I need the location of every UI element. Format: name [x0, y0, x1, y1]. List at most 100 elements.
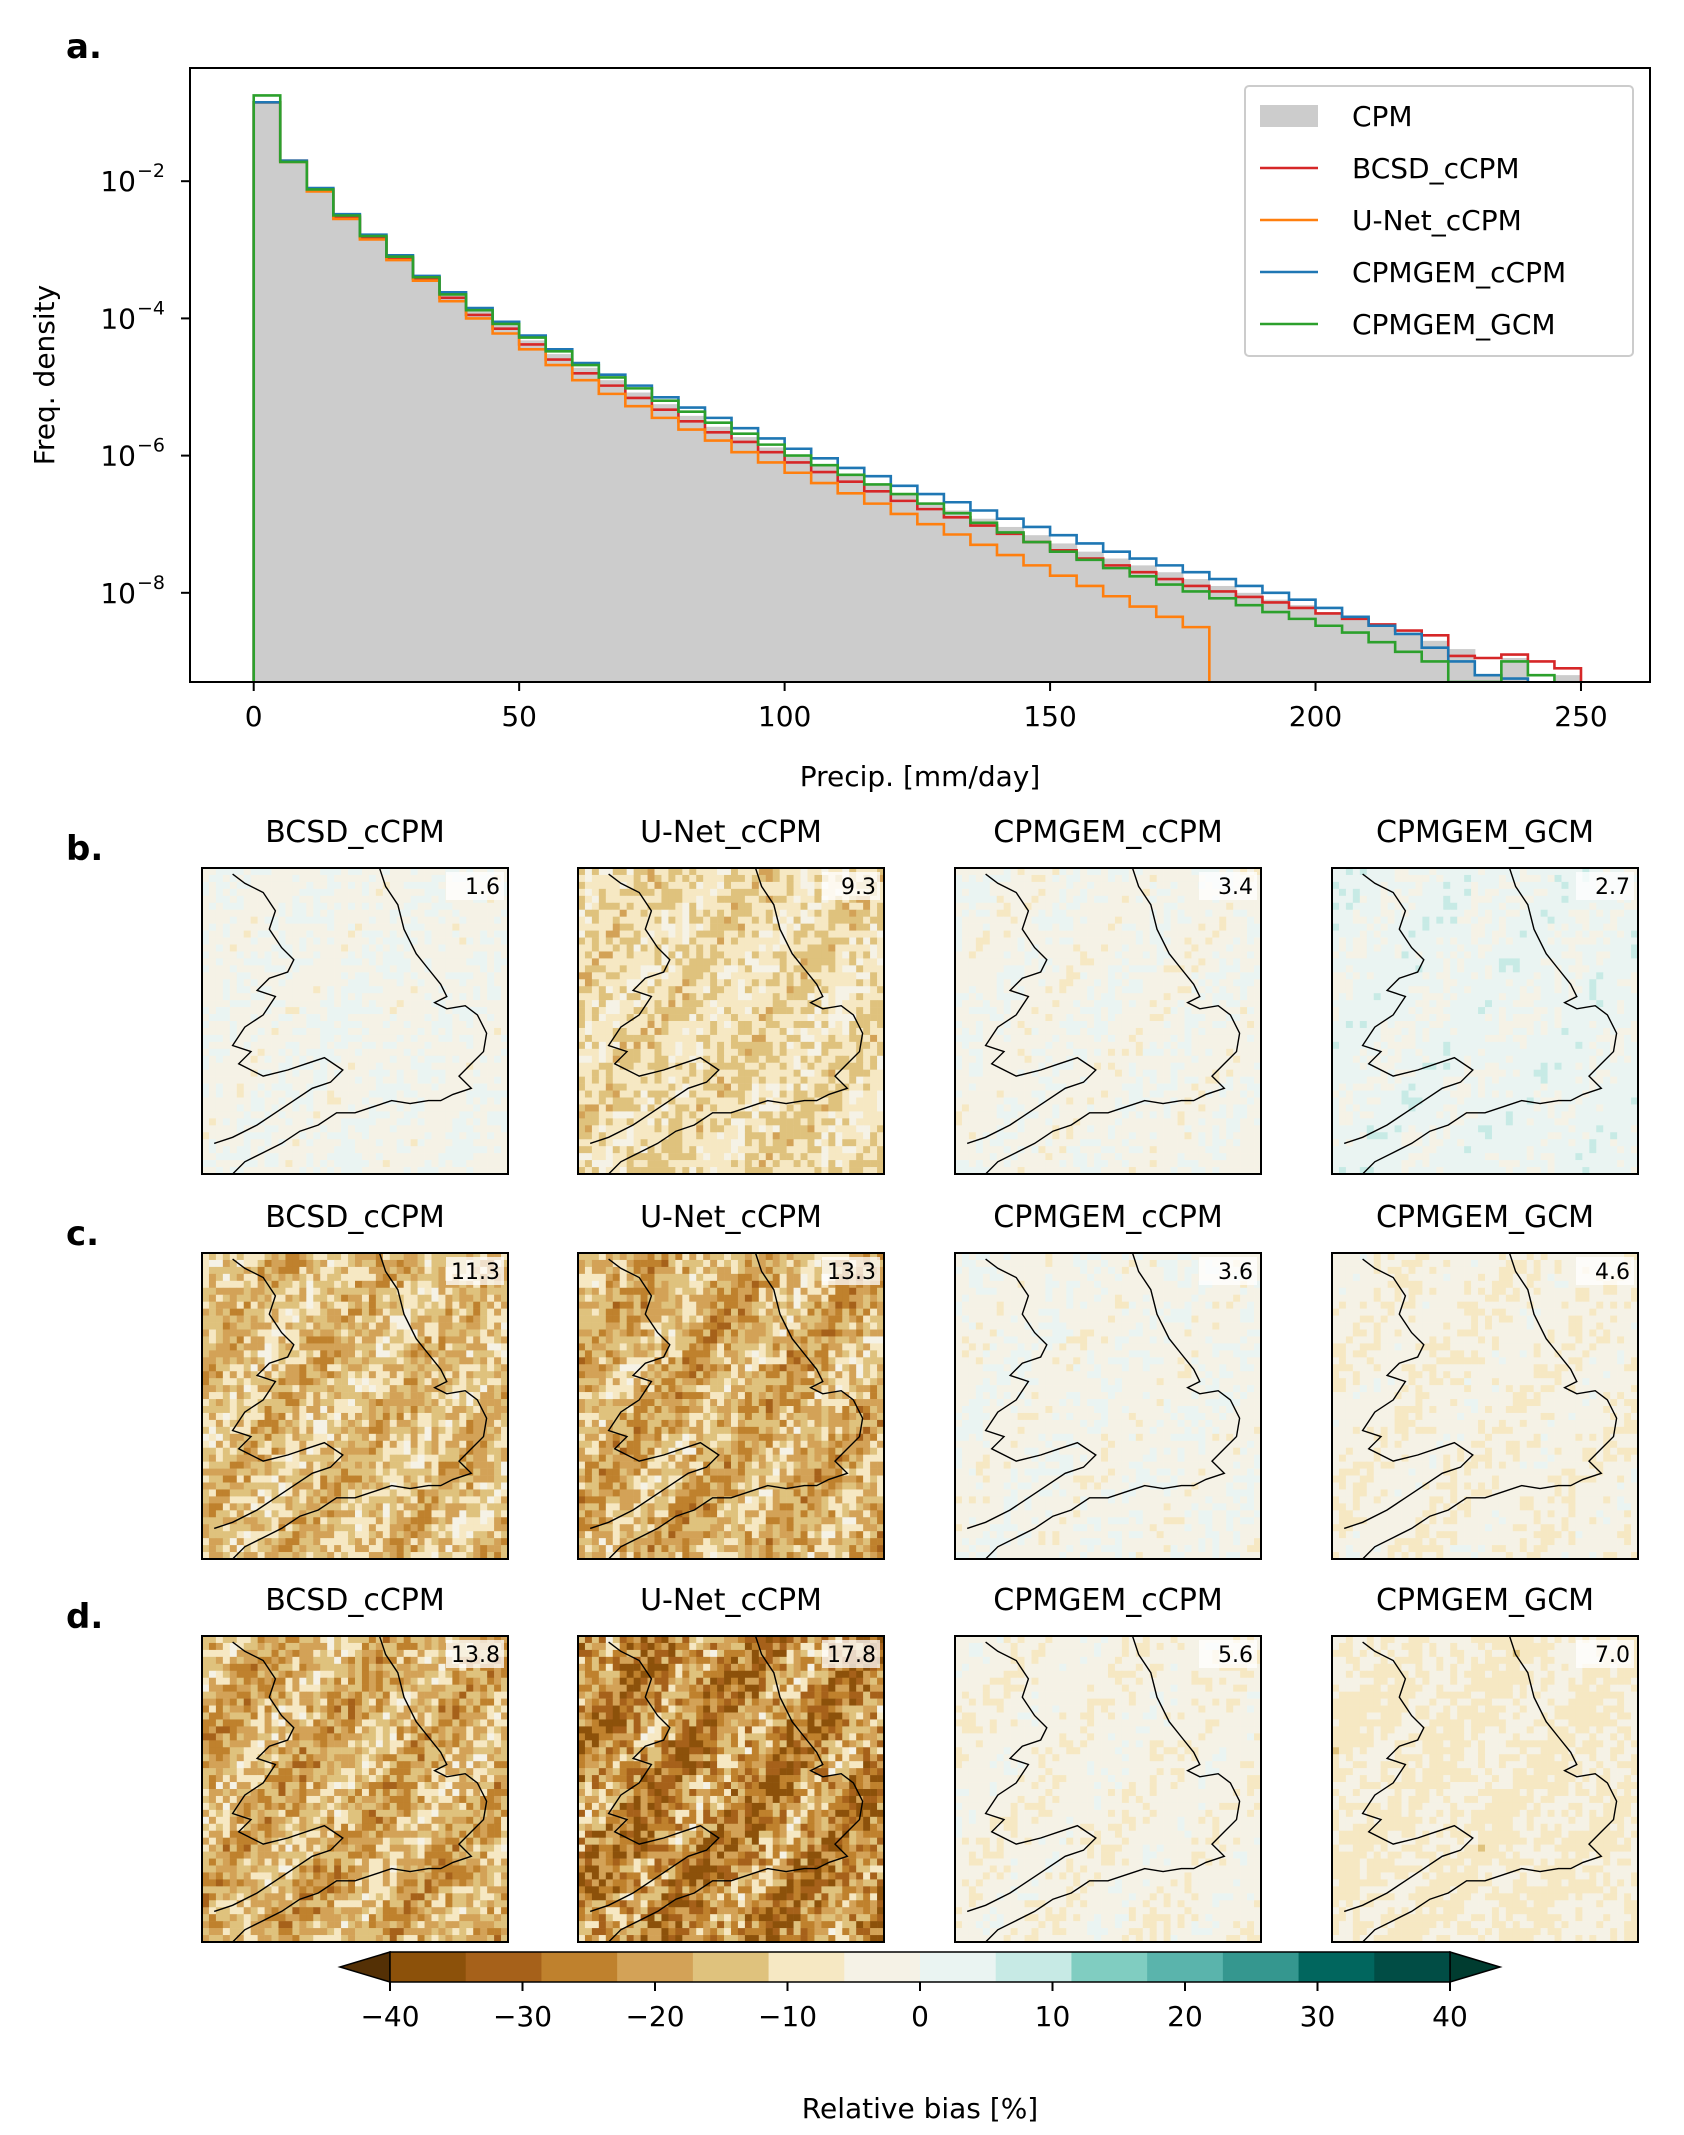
map-cell	[341, 951, 349, 959]
map-cell	[250, 1118, 258, 1126]
map-cell	[696, 965, 704, 973]
map-cell	[598, 1034, 607, 1043]
map-cell	[501, 1139, 509, 1147]
map-cell	[487, 965, 495, 973]
map-cell	[856, 868, 864, 876]
map-cell	[710, 868, 718, 876]
map-cell	[1108, 874, 1116, 883]
map-cell	[779, 972, 787, 980]
map-cell	[1073, 930, 1081, 938]
map-cell	[870, 965, 878, 973]
map-cell	[793, 1048, 801, 1057]
map-cell	[313, 1132, 321, 1140]
map-cell	[417, 1055, 425, 1064]
map-cell	[793, 937, 801, 945]
y-tick-label: 10	[100, 165, 136, 198]
map-cell	[1135, 916, 1144, 924]
map-cell	[375, 1146, 384, 1154]
map-cell	[278, 1118, 286, 1126]
map-cell	[807, 1007, 815, 1015]
map-cell	[633, 1090, 641, 1098]
map-cell	[703, 1069, 711, 1077]
map-cell	[1177, 888, 1185, 897]
map-cell	[737, 986, 746, 994]
map-cell	[737, 1069, 746, 1077]
map-cell	[710, 1167, 718, 1175]
map-cell	[278, 937, 286, 945]
map-cell	[633, 965, 641, 973]
map-cell	[368, 1125, 377, 1133]
map-cell	[1128, 944, 1137, 952]
map-cell	[431, 958, 439, 966]
map-cell	[996, 909, 1004, 917]
map-cell	[494, 923, 502, 931]
map-cell	[717, 937, 725, 945]
map-cell	[654, 965, 662, 973]
map-cell	[278, 888, 286, 897]
map-cell	[243, 923, 251, 931]
map-cell	[438, 895, 446, 904]
map-cell	[807, 1048, 815, 1057]
map-cell	[737, 1041, 746, 1050]
map-cell	[591, 1132, 600, 1140]
map-cell	[341, 1069, 349, 1077]
map-cell	[955, 1000, 963, 1008]
map-cell	[703, 930, 711, 938]
map-cell	[313, 1167, 321, 1175]
map-cell	[996, 916, 1004, 924]
map-cell	[361, 895, 370, 904]
map-cell	[299, 923, 307, 931]
map-cell	[786, 1104, 794, 1112]
map-cell	[306, 868, 314, 876]
map-cell	[1149, 993, 1157, 1001]
map-cell	[382, 979, 391, 987]
map-cell	[208, 937, 217, 945]
map-cell	[842, 1090, 850, 1098]
map-cell	[1191, 1000, 1199, 1008]
map-cell	[215, 1000, 224, 1008]
map-cell	[765, 986, 774, 994]
map-cell	[737, 1000, 746, 1008]
map-cell	[877, 979, 885, 987]
map-cell	[327, 874, 335, 883]
map-cell	[821, 1069, 829, 1077]
map-cell	[835, 1153, 843, 1161]
map-cell	[584, 923, 593, 931]
map-cell	[410, 1139, 418, 1147]
map-cell	[1226, 958, 1234, 966]
map-cell	[257, 944, 265, 952]
map-cell	[229, 1069, 238, 1077]
map-cell	[989, 881, 998, 890]
map-cell	[731, 951, 739, 959]
map-cell	[243, 888, 251, 897]
histogram-bar	[917, 502, 945, 682]
map-cell	[250, 874, 258, 883]
map-cell	[591, 1146, 600, 1154]
map-cell	[703, 1034, 711, 1043]
map-cell	[828, 1083, 836, 1091]
map-cell	[1024, 937, 1032, 945]
map-cell	[1191, 888, 1199, 897]
map-cell	[786, 1055, 794, 1064]
map-cell	[1184, 930, 1192, 938]
map-cell	[647, 1111, 655, 1119]
map-cell	[473, 1090, 481, 1098]
map-cell	[863, 1041, 871, 1050]
map-cell	[473, 1014, 481, 1022]
map-cell	[1121, 986, 1130, 994]
map-cell	[320, 888, 328, 897]
map-cell	[1198, 951, 1206, 959]
map-cell	[215, 916, 224, 924]
map-cell	[348, 1041, 356, 1050]
map-cell	[202, 1139, 210, 1147]
map-cell	[459, 916, 467, 924]
map-cell	[278, 874, 286, 883]
map-cell	[731, 1097, 739, 1105]
map-cell	[215, 965, 224, 973]
map-cell	[271, 1048, 279, 1057]
map-cell	[647, 1014, 655, 1022]
map-cell	[982, 916, 991, 924]
map-cell	[828, 868, 836, 876]
map-cell	[355, 909, 363, 917]
map-cell	[731, 972, 739, 980]
